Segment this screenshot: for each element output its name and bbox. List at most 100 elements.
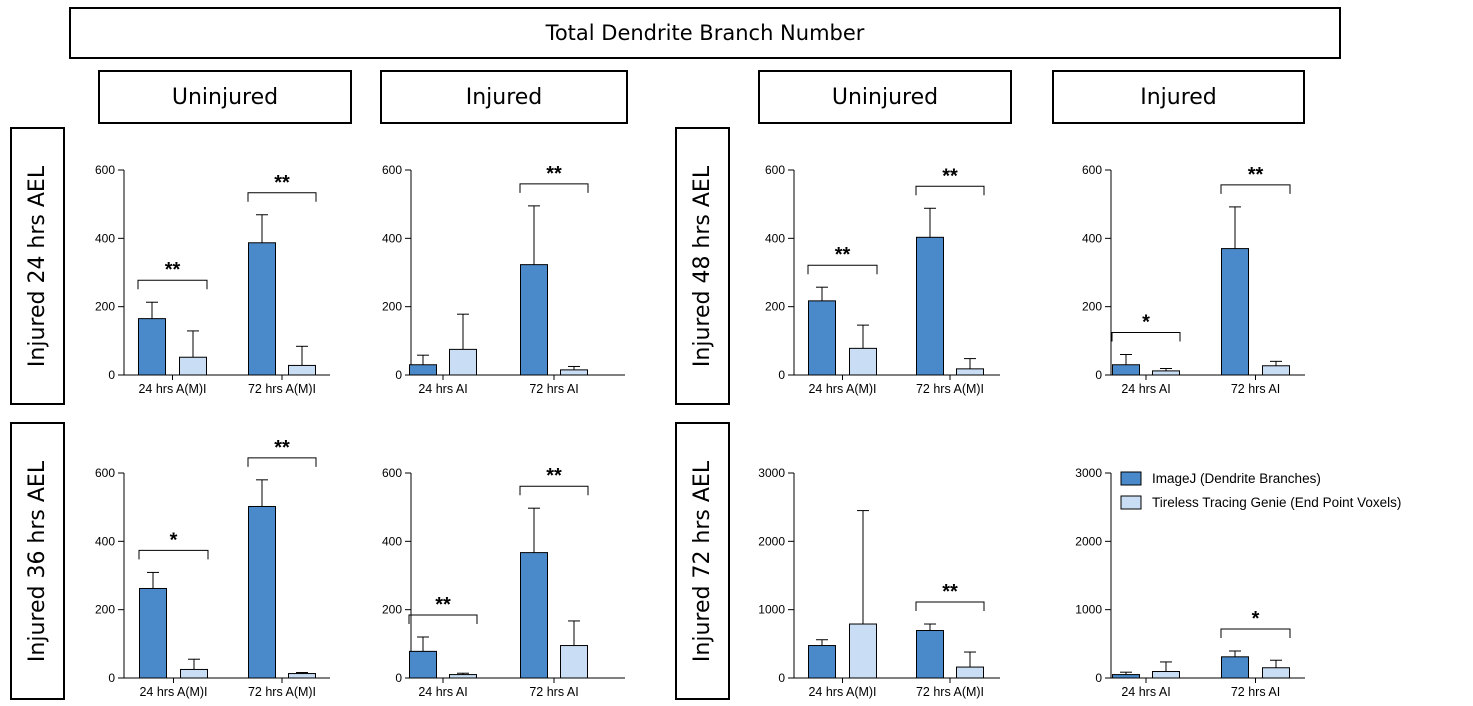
y-tick-label: 200 <box>1082 300 1102 314</box>
legend-label: Tireless Tracing Genie (End Point Voxels… <box>1152 495 1401 510</box>
column-header-label: Injured <box>1140 84 1217 110</box>
bar <box>916 630 944 679</box>
y-tick-label: 400 <box>765 231 785 245</box>
y-tick-label: 600 <box>95 466 115 480</box>
significance-bracket <box>807 264 878 275</box>
bar <box>179 356 207 376</box>
x-tick-label: 24 hrs AI <box>1121 685 1170 699</box>
bar <box>808 300 836 376</box>
y-tick-label: 400 <box>95 534 115 548</box>
bar <box>409 364 437 376</box>
x-tick-label: 72 hrs A(M)I <box>916 685 984 699</box>
bar <box>139 587 167 679</box>
column-header-2: Injured <box>380 70 628 124</box>
significance-bracket <box>137 279 208 290</box>
significance-bracket <box>915 185 985 196</box>
significance-bracket <box>519 183 589 193</box>
x-tick-label: 24 hrs AI <box>418 382 467 396</box>
significance-bracket <box>247 192 317 202</box>
bar-chart-panel: 0 200 400 600 24 hrs A(M)I * 72 hrs A(M)I ** <box>95 437 330 699</box>
column-header-4: Injured <box>1052 70 1305 124</box>
x-tick-label: 24 hrs A(M)I <box>808 685 876 699</box>
bar <box>1221 248 1249 376</box>
figure-title: Total Dendrite Branch Number <box>545 21 865 45</box>
bar <box>449 674 477 679</box>
bar <box>1152 370 1180 376</box>
y-tick-label: 600 <box>765 163 785 177</box>
y-tick-label: 0 <box>778 368 785 382</box>
bar <box>849 623 877 679</box>
bar <box>449 348 477 376</box>
y-tick-label: 400 <box>382 534 402 548</box>
x-tick-label: 72 hrs AI <box>1231 382 1280 396</box>
significance-bracket <box>1111 332 1181 342</box>
y-tick-label: 1000 <box>1075 603 1102 617</box>
bar <box>916 236 944 376</box>
y-tick-label: 0 <box>395 368 402 382</box>
legend-swatch <box>1120 471 1142 486</box>
bar <box>248 242 276 376</box>
bar <box>1112 364 1140 376</box>
significance-bracket <box>1220 184 1291 194</box>
significance-bracket <box>1220 628 1291 639</box>
x-tick-label: 24 hrs A(M)I <box>808 382 876 396</box>
significance-label: ** <box>274 172 290 194</box>
y-tick-label: 600 <box>382 163 402 177</box>
y-tick-label: 400 <box>382 231 402 245</box>
legend-label: ImageJ (Dendrite Branches) <box>1152 471 1321 486</box>
row-header-1: Injured 24 hrs AEL <box>10 127 65 405</box>
y-tick-label: 400 <box>1082 231 1102 245</box>
significance-label: ** <box>165 259 181 281</box>
significance-label: * <box>1252 608 1260 630</box>
y-tick-label: 2000 <box>758 534 785 548</box>
bar <box>1262 365 1290 376</box>
significance-label: ** <box>942 165 958 187</box>
bar <box>1262 667 1290 679</box>
y-tick-label: 600 <box>95 163 115 177</box>
significance-label: * <box>170 529 178 551</box>
bar-chart-panel: 0 200 400 600 24 hrs AI 72 hrs AI ** <box>382 163 625 396</box>
column-header-label: Uninjured <box>831 84 939 110</box>
bar <box>248 505 276 679</box>
significance-label: * <box>1142 312 1150 334</box>
y-tick-label: 600 <box>1082 163 1102 177</box>
bar <box>520 552 548 679</box>
bar-chart-panel: 0 200 400 600 24 hrs A(M)I ** 72 hrs A(M)I ** <box>765 163 1000 396</box>
bar <box>560 645 588 679</box>
bar <box>849 347 877 376</box>
bar <box>808 645 836 679</box>
significance-bracket <box>247 457 317 467</box>
bar <box>138 318 166 376</box>
y-tick-label: 600 <box>382 466 402 480</box>
y-tick-label: 0 <box>778 671 785 685</box>
significance-bracket <box>519 485 589 496</box>
row-header-2: Injured 36 hrs AEL <box>10 422 65 700</box>
significance-label: ** <box>274 437 290 459</box>
y-tick-label: 0 <box>1095 671 1102 685</box>
significance-label: ** <box>435 594 451 616</box>
bar-chart-panel: 0 1000 2000 3000 24 hrs AI 72 hrs AI * <box>1075 466 1305 699</box>
x-tick-label: 24 hrs AI <box>418 685 467 699</box>
y-tick-label: 200 <box>95 300 115 314</box>
bar <box>1152 671 1180 679</box>
x-tick-label: 72 hrs A(M)I <box>916 382 984 396</box>
bar <box>288 673 316 679</box>
y-tick-label: 3000 <box>1075 466 1102 480</box>
bar <box>956 368 984 376</box>
y-tick-label: 0 <box>1095 368 1102 382</box>
y-tick-label: 0 <box>108 368 115 382</box>
significance-label: ** <box>835 244 851 266</box>
x-tick-label: 72 hrs A(M)I <box>248 382 316 396</box>
bar <box>180 668 208 679</box>
column-header-label: Uninjured <box>171 84 279 110</box>
bar-chart-panel: 0 200 400 600 24 hrs A(M)I ** 72 hrs A(M)I ** <box>95 163 330 396</box>
y-tick-label: 200 <box>765 300 785 314</box>
legend-swatch <box>1120 495 1142 510</box>
x-tick-label: 24 hrs AI <box>1121 382 1170 396</box>
bar-chart-panel: 0 200 400 600 24 hrs AI ** 72 hrs AI ** <box>382 465 625 699</box>
bar <box>1112 674 1140 679</box>
y-tick-label: 400 <box>95 231 115 245</box>
y-tick-label: 0 <box>108 671 115 685</box>
bar <box>956 666 984 679</box>
y-tick-label: 200 <box>95 603 115 617</box>
